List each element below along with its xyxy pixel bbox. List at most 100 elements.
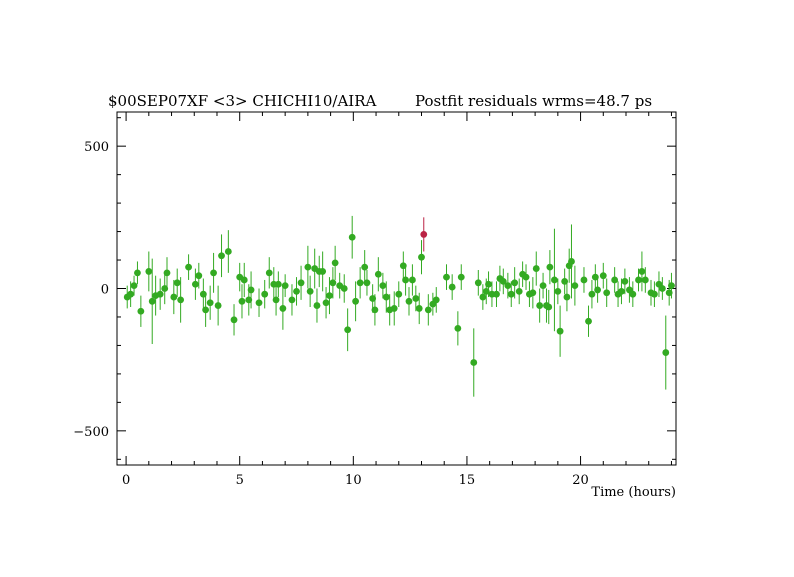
data-point xyxy=(409,276,416,284)
chart-title-left: $00SEP07XF <3> CHICHI10/AIRA xyxy=(108,92,376,110)
data-point xyxy=(588,290,596,298)
data-point xyxy=(591,273,599,281)
data-point xyxy=(515,287,523,295)
data-point xyxy=(261,290,269,298)
data-point xyxy=(412,295,420,302)
data-point xyxy=(245,296,253,304)
data-point xyxy=(326,292,333,300)
data-point xyxy=(356,279,364,287)
data-point xyxy=(156,290,164,298)
data-point xyxy=(199,290,207,298)
x-tick-label: 15 xyxy=(459,473,476,488)
data-point xyxy=(668,282,675,290)
y-tick-label: 500 xyxy=(84,140,109,155)
data-point xyxy=(493,290,500,298)
data-point xyxy=(635,276,642,284)
data-point xyxy=(195,272,203,280)
data-point xyxy=(214,302,222,309)
data-point xyxy=(561,277,569,285)
data-point xyxy=(594,286,602,294)
data-point xyxy=(177,296,185,304)
data-point xyxy=(405,297,413,305)
data-point xyxy=(297,279,305,287)
data-point xyxy=(554,287,562,295)
data-point xyxy=(504,282,512,290)
y-tick-label: −500 xyxy=(73,425,109,440)
data-point xyxy=(424,306,432,314)
data-point xyxy=(371,306,379,314)
data-point xyxy=(293,287,300,295)
data-point xyxy=(651,290,658,298)
data-point xyxy=(210,269,217,277)
data-point xyxy=(331,259,339,267)
data-point xyxy=(255,299,263,307)
data-point xyxy=(185,263,192,271)
flagged-point xyxy=(420,231,428,238)
data-point xyxy=(170,293,178,301)
data-point xyxy=(390,305,398,312)
data-point xyxy=(629,290,637,298)
data-point xyxy=(224,248,232,255)
data-point xyxy=(556,327,564,335)
data-point xyxy=(130,282,138,290)
data-point xyxy=(288,296,296,304)
data-point xyxy=(348,233,356,241)
data-point xyxy=(247,286,255,294)
data-point xyxy=(340,285,348,292)
data-point xyxy=(529,289,537,297)
plot-frame xyxy=(116,111,677,466)
data-point xyxy=(621,277,629,285)
data-point xyxy=(319,268,327,275)
data-point xyxy=(240,276,248,284)
data-point xyxy=(479,293,487,301)
data-point xyxy=(361,263,369,271)
data-point xyxy=(202,306,210,314)
axis-tick-labels: 0 5 10 15 20 −500 0 500 xyxy=(73,140,589,488)
data-point xyxy=(568,258,575,265)
data-point xyxy=(127,290,135,298)
y-tick-label: 0 xyxy=(101,283,109,298)
data-point xyxy=(230,316,238,324)
data-point xyxy=(134,269,141,277)
data-point xyxy=(599,272,607,280)
data-point xyxy=(374,270,382,278)
data-point xyxy=(474,279,482,287)
data-point xyxy=(536,302,544,309)
x-tick-label: 20 xyxy=(572,473,589,488)
data-point xyxy=(344,326,352,334)
x-axis-label: Time (hours) xyxy=(591,485,676,500)
data-point xyxy=(137,307,145,315)
data-point xyxy=(206,299,214,307)
data-point xyxy=(454,324,462,332)
data-point xyxy=(551,276,558,284)
data-point xyxy=(145,268,153,275)
data-point xyxy=(665,289,673,297)
data-point xyxy=(511,279,519,287)
data-point xyxy=(265,269,273,277)
axis-ticks xyxy=(117,112,676,465)
data-point xyxy=(618,287,625,295)
chart-title-right: Postfit residuals wrms=48.7 ps xyxy=(415,92,652,110)
data-point xyxy=(173,279,181,287)
data-point xyxy=(281,282,289,290)
data-point xyxy=(313,302,321,309)
data-point xyxy=(443,273,450,281)
data-point xyxy=(546,263,554,271)
data-point xyxy=(379,282,387,290)
data-point xyxy=(279,305,287,312)
data-point xyxy=(161,285,169,292)
data-point xyxy=(532,265,540,272)
data-point xyxy=(418,253,425,261)
data-point xyxy=(638,268,646,275)
data-point xyxy=(545,303,553,311)
data-point xyxy=(539,282,547,290)
data-point xyxy=(329,279,337,287)
data-point xyxy=(571,282,579,290)
data-point xyxy=(322,299,330,307)
data-point xyxy=(218,252,225,260)
data-point xyxy=(395,290,403,298)
data-point xyxy=(470,359,478,366)
data-point xyxy=(611,276,619,284)
data-point xyxy=(272,296,280,304)
